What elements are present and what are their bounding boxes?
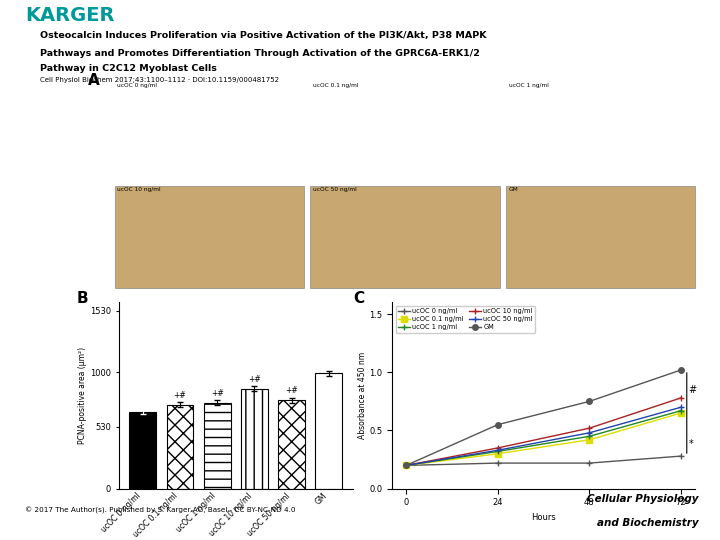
ucOC 0 ng/ml (493, 460, 502, 467)
Text: *: * (689, 440, 693, 449)
Text: Pathway in C2C12 Myoblast Cells: Pathway in C2C12 Myoblast Cells (40, 64, 217, 73)
ucOC 1 ng/ml (493, 448, 502, 455)
ucOC 1 ng/ml (677, 408, 685, 414)
Line: ucOC 1 ng/ml: ucOC 1 ng/ml (402, 407, 685, 469)
ucOC 50 ng/ml (493, 447, 502, 454)
ucOC 0.1 ng/ml (493, 450, 502, 457)
Text: ucOC 10 ng/ml: ucOC 10 ng/ml (117, 187, 161, 192)
Line: ucOC 0.1 ng/ml: ucOC 0.1 ng/ml (402, 409, 685, 469)
ucOC 0.1 ng/ml (677, 410, 685, 416)
Bar (114, 290, 305, 392)
Bar (204, 402, 230, 489)
GM (585, 398, 594, 404)
Bar (310, 290, 500, 392)
ucOC 10 ng/ml (585, 425, 594, 431)
Line: ucOC 50 ng/ml: ucOC 50 ng/ml (402, 404, 685, 469)
ucOC 10 ng/ml (493, 445, 502, 451)
Text: and Biochemistry: and Biochemistry (597, 518, 698, 529)
Legend: ucOC 0 ng/ml, ucOC 0.1 ng/ml, ucOC 1 ng/ml, ucOC 10 ng/ml, ucOC 50 ng/ml, GM: ucOC 0 ng/ml, ucOC 0.1 ng/ml, ucOC 1 ng/… (396, 306, 536, 333)
Text: B: B (77, 291, 89, 306)
GM (677, 367, 685, 373)
Bar (315, 374, 342, 489)
ucOC 50 ng/ml (585, 430, 594, 436)
GM (493, 421, 502, 428)
Text: Cell Physiol Biochem 2017;43:1100–1112 · DOI:10.1159/000481752: Cell Physiol Biochem 2017;43:1100–1112 ·… (40, 77, 279, 83)
Y-axis label: Absorbance at 450 nm: Absorbance at 450 nm (358, 352, 366, 439)
Text: Pathways and Promotes Differentiation Through Activation of the GPRC6A-ERK1/2: Pathways and Promotes Differentiation Th… (40, 49, 480, 58)
X-axis label: Hours: Hours (531, 513, 556, 522)
Bar (505, 290, 696, 392)
ucOC 10 ng/ml (402, 462, 410, 469)
Bar (278, 400, 305, 489)
Text: +#: +# (248, 375, 261, 384)
ucOC 10 ng/ml (677, 395, 685, 401)
GM (402, 462, 410, 469)
Text: +#: +# (211, 389, 224, 398)
Line: GM: GM (403, 367, 684, 468)
Text: +#: +# (285, 386, 298, 395)
Y-axis label: PCNA-positive area (μm²): PCNA-positive area (μm²) (78, 347, 87, 444)
Bar (241, 389, 268, 489)
Text: ucOC 1 ng/ml: ucOC 1 ng/ml (508, 83, 549, 88)
ucOC 1 ng/ml (585, 433, 594, 440)
Bar (114, 186, 305, 288)
Text: ucOC 0.1 ng/ml: ucOC 0.1 ng/ml (313, 83, 359, 88)
ucOC 0 ng/ml (677, 453, 685, 460)
Line: ucOC 10 ng/ml: ucOC 10 ng/ml (402, 394, 685, 469)
Text: © 2017 The Author(s). Published by S. Karger AG, Basel - CC BY-NC-ND 4.0: © 2017 The Author(s). Published by S. Ka… (25, 507, 296, 514)
Text: ucOC 50 ng/ml: ucOC 50 ng/ml (313, 187, 357, 192)
Bar (130, 412, 156, 489)
ucOC 0 ng/ml (585, 460, 594, 467)
Text: #: # (689, 385, 697, 395)
Line: ucOC 0 ng/ml: ucOC 0 ng/ml (402, 453, 685, 469)
ucOC 50 ng/ml (402, 462, 410, 469)
Text: +#: +# (174, 391, 186, 400)
Text: KARGER: KARGER (25, 6, 114, 25)
Bar (166, 405, 194, 489)
Bar (310, 186, 500, 288)
ucOC 0.1 ng/ml (585, 436, 594, 443)
ucOC 50 ng/ml (677, 404, 685, 410)
Bar (505, 186, 696, 288)
Text: A: A (88, 73, 100, 87)
ucOC 0.1 ng/ml (402, 462, 410, 469)
Text: Cellular Physiology: Cellular Physiology (587, 494, 698, 504)
Text: GM: GM (508, 187, 518, 192)
ucOC 0 ng/ml (402, 462, 410, 469)
Text: C: C (353, 291, 364, 306)
Text: Osteocalcin Induces Proliferation via Positive Activation of the PI3K/Akt, P38 M: Osteocalcin Induces Proliferation via Po… (40, 31, 486, 40)
Text: ucOC 0 ng/ml: ucOC 0 ng/ml (117, 83, 158, 88)
ucOC 1 ng/ml (402, 462, 410, 469)
